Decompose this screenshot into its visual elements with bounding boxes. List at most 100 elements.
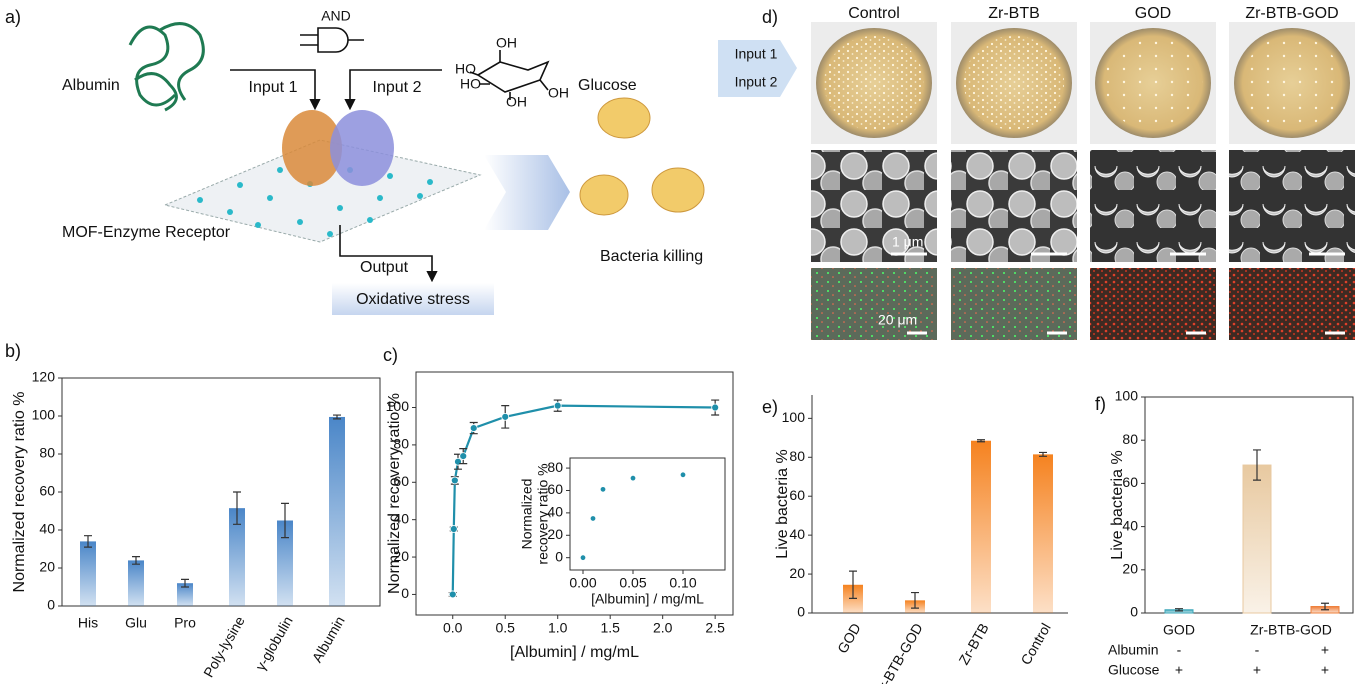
x-tick-label: 0.00 — [569, 575, 596, 591]
fluorescence-image — [1229, 268, 1355, 340]
gate-label: AND — [321, 8, 351, 24]
y-tick-label: 80 — [1122, 431, 1138, 447]
glucose-atom: OH — [496, 35, 517, 51]
data-point — [553, 401, 562, 410]
x-tick-label: 0.10 — [669, 575, 696, 591]
enzyme — [330, 110, 394, 186]
bar — [1033, 454, 1053, 613]
y-tick-label: 60 — [789, 487, 805, 503]
output-name: Oxidative stress — [356, 291, 470, 308]
y-tick-label: 0 — [401, 585, 409, 601]
input-label: Input 2 — [735, 74, 778, 90]
x-tick-label: Zr-BTB — [955, 620, 991, 667]
y-axis-label: Live bacteria % — [774, 449, 791, 558]
error-bar — [84, 535, 92, 548]
y-tick-label: 20 — [547, 526, 563, 542]
y-tick-label: 0 — [1130, 604, 1138, 620]
mof-sheet — [163, 139, 482, 243]
enzyme — [282, 110, 342, 186]
column-label: Control — [848, 5, 900, 22]
error-bar — [132, 556, 140, 565]
input-chevron — [718, 40, 797, 97]
output-arrow — [339, 225, 438, 283]
gate-wires — [300, 34, 364, 46]
sem-image — [1229, 150, 1355, 262]
glucose-ring — [476, 60, 550, 93]
data-point — [711, 403, 720, 412]
scale-label: 1 μm — [892, 234, 923, 250]
bar — [177, 583, 193, 606]
column-label: GOD — [1135, 5, 1171, 22]
error-bar — [1039, 451, 1047, 457]
x-tick-label: Control — [1017, 620, 1053, 667]
x-tick-label: 2.5 — [705, 620, 725, 636]
result-label: Bacteria killing — [600, 248, 703, 265]
y-tick-label: 60 — [393, 473, 409, 489]
bar — [329, 416, 345, 606]
input-label: Input 1 — [735, 46, 778, 62]
data-point — [589, 515, 597, 522]
x-tick-label: Zr-BTB-GOD — [1250, 622, 1332, 638]
fluorescence-image — [811, 268, 937, 340]
condition-value: + — [1175, 662, 1183, 678]
column-label: Zr-BTB-GOD — [1245, 5, 1338, 22]
x-tick-label: GOD — [1163, 622, 1195, 638]
bar — [971, 440, 991, 613]
y-tick-label: 20 — [39, 559, 55, 575]
y-tick-label: 80 — [547, 459, 563, 475]
y-tick-label: 100 — [32, 407, 56, 423]
error-bar — [1253, 449, 1261, 481]
colonies — [1242, 36, 1342, 130]
data-point — [449, 525, 458, 533]
bacteria — [579, 97, 705, 216]
chevron — [484, 155, 570, 230]
albumin-structure — [128, 22, 205, 112]
data-point — [469, 424, 478, 432]
input-label: Input 2 — [373, 79, 422, 96]
error-bar — [1175, 608, 1183, 612]
x-tick-label: Pro — [174, 615, 196, 631]
y-tick-label: 0 — [47, 597, 55, 613]
data-point — [448, 590, 457, 599]
bar — [277, 520, 293, 606]
sem-image — [811, 150, 937, 262]
y-tick-label: 80 — [39, 445, 55, 461]
y-tick-label: 60 — [39, 483, 55, 499]
data-point — [599, 486, 607, 493]
y-tick-label: 40 — [547, 504, 563, 520]
colonies — [824, 36, 924, 130]
x-tick-label: γ-globulin — [252, 613, 296, 673]
y-axis-label: Normalized — [519, 479, 535, 550]
input-name: Albumin — [62, 77, 120, 94]
y-tick-label: 40 — [39, 521, 55, 537]
condition-value: - — [1255, 642, 1260, 658]
sem-image — [951, 150, 1077, 262]
output-box — [332, 283, 494, 315]
x-tick-label: His — [78, 615, 98, 631]
y-tick-label: 20 — [1122, 561, 1138, 577]
error-bar — [849, 570, 857, 600]
error-bar — [233, 491, 241, 525]
data-point — [579, 554, 587, 561]
condition-value: + — [1321, 642, 1329, 658]
error-bar — [333, 414, 341, 420]
glucose-atom: OH — [506, 94, 527, 110]
y-axis-label: Live bacteria % — [1109, 450, 1126, 559]
glucose-bonds — [469, 50, 549, 100]
bar — [229, 508, 245, 606]
panel-label: d) — [762, 7, 778, 27]
plot-frame — [415, 371, 734, 616]
y-tick-label: 120 — [32, 369, 56, 385]
panel-label: b) — [5, 341, 21, 361]
receptor-label: MOF-Enzyme Receptor — [62, 224, 231, 241]
y-axis-label: Normalized recovery ratio % — [11, 392, 28, 593]
x-tick-label: 0.0 — [443, 620, 463, 636]
data-line — [451, 404, 716, 595]
data-point — [459, 452, 468, 461]
plot-frame — [569, 457, 726, 571]
x-tick-label: 0.5 — [495, 620, 515, 636]
data-point — [629, 474, 637, 482]
colonies — [1103, 36, 1203, 130]
x-tick-label: 1.5 — [600, 620, 620, 636]
